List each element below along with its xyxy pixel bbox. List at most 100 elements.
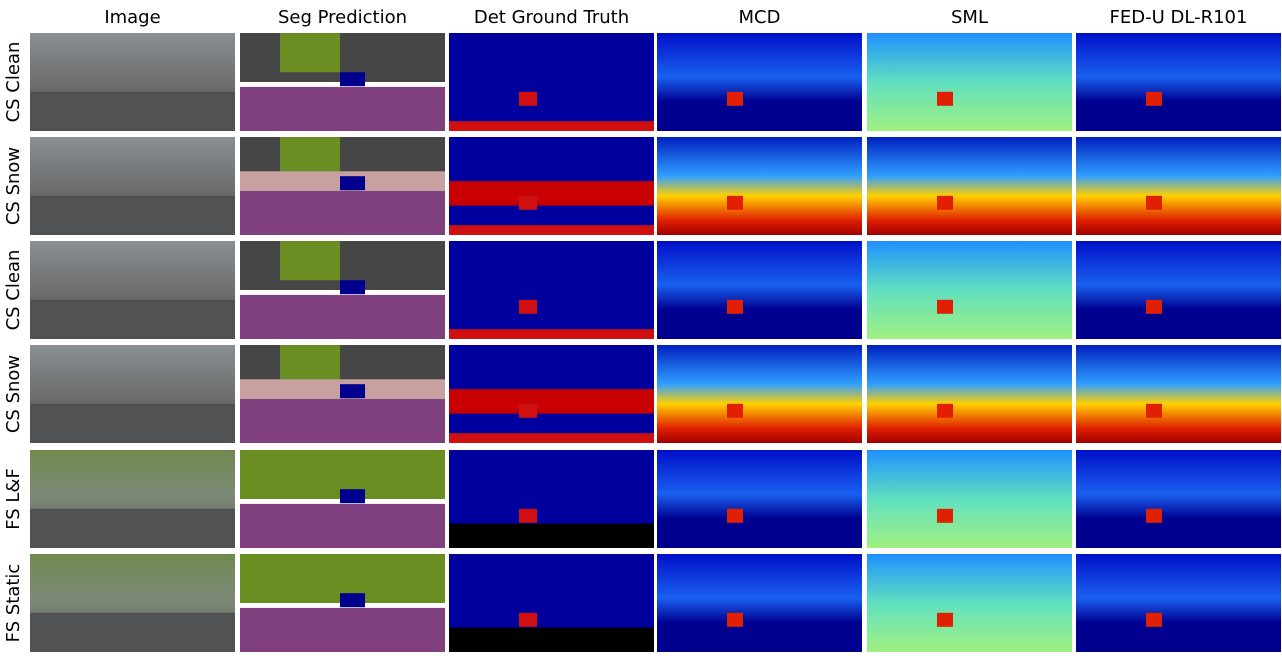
image-cell xyxy=(30,450,235,548)
image-cell xyxy=(240,137,445,235)
image-cell xyxy=(1076,450,1281,548)
det-obj xyxy=(519,92,537,106)
heatmap xyxy=(657,554,862,652)
heat-spot xyxy=(727,92,743,106)
heat-spot xyxy=(937,92,953,106)
det-obj xyxy=(519,196,537,210)
seg-car xyxy=(340,72,365,86)
heat-spot xyxy=(727,300,743,314)
det-ego xyxy=(449,225,654,235)
image-cell xyxy=(867,450,1072,548)
seg-road xyxy=(240,608,445,652)
heat-spot xyxy=(727,404,743,418)
heat-spot xyxy=(937,509,953,523)
det-ood xyxy=(449,181,654,206)
image-cell xyxy=(657,33,862,131)
heatmap xyxy=(657,137,862,235)
heatmap xyxy=(1076,554,1281,652)
image-cell xyxy=(657,450,862,548)
image-cell xyxy=(867,241,1072,339)
image-cell xyxy=(1076,554,1281,652)
image-cell xyxy=(240,345,445,443)
column-header: Image xyxy=(104,7,160,28)
column-header: Det Ground Truth xyxy=(474,7,629,28)
seg-car xyxy=(340,593,365,607)
road xyxy=(30,92,235,131)
road xyxy=(30,196,235,235)
seg-road xyxy=(240,504,445,548)
seg-veg xyxy=(280,241,340,280)
image-cell xyxy=(867,137,1072,235)
seg-car xyxy=(340,489,365,503)
row-label: CS Clean xyxy=(3,250,24,331)
image-cell xyxy=(657,554,862,652)
image-cell xyxy=(1076,241,1281,339)
image-cell xyxy=(449,33,654,131)
seg-road xyxy=(240,191,445,235)
det-obj xyxy=(519,509,537,523)
det-ood xyxy=(449,389,654,414)
image-cell xyxy=(30,554,235,652)
det-bg xyxy=(449,241,654,339)
road xyxy=(30,300,235,339)
heatmap xyxy=(867,345,1072,443)
heatmap xyxy=(1076,33,1281,131)
heat-spot xyxy=(727,196,743,210)
seg-car xyxy=(340,176,365,190)
image-cell xyxy=(240,33,445,131)
heatmap xyxy=(867,33,1072,131)
row-label: FS L&F xyxy=(3,468,24,530)
image-cell xyxy=(240,554,445,652)
figure: ImageSeg PredictionDet Ground TruthMCDSM… xyxy=(0,0,1282,656)
seg-veg xyxy=(280,554,340,593)
det-ego xyxy=(449,433,654,443)
image-cell xyxy=(30,137,235,235)
image-cell xyxy=(1076,33,1281,131)
heat-spot xyxy=(937,300,953,314)
image-cell xyxy=(449,137,654,235)
seg-car xyxy=(340,280,365,294)
heat-spot xyxy=(1146,613,1162,627)
det-void xyxy=(449,524,654,549)
heat-spot xyxy=(727,509,743,523)
seg-veg xyxy=(280,33,340,72)
image-cell xyxy=(657,137,862,235)
heat-spot xyxy=(937,196,953,210)
heat-spot xyxy=(1146,196,1162,210)
seg-veg xyxy=(280,450,340,489)
det-obj xyxy=(519,404,537,418)
heat-spot xyxy=(1146,509,1162,523)
heatmap xyxy=(867,137,1072,235)
image-cell xyxy=(657,345,862,443)
image-cell xyxy=(867,554,1072,652)
image-cell xyxy=(449,450,654,548)
column-header: SML xyxy=(951,7,988,28)
image-cell xyxy=(657,241,862,339)
heatmap xyxy=(657,450,862,548)
image-cell xyxy=(1076,137,1281,235)
heatmap xyxy=(657,33,862,131)
det-bg xyxy=(449,33,654,131)
image-cell xyxy=(30,33,235,131)
heatmap xyxy=(657,241,862,339)
row-label: CS Clean xyxy=(3,42,24,123)
heat-spot xyxy=(727,613,743,627)
heat-spot xyxy=(1146,92,1162,106)
column-header: MCD xyxy=(739,7,781,28)
heatmap xyxy=(1076,241,1281,339)
det-void xyxy=(449,628,654,653)
seg-road xyxy=(240,399,445,443)
image-cell xyxy=(867,33,1072,131)
heatmap xyxy=(867,450,1072,548)
column-header: FED-U DL-R101 xyxy=(1110,7,1248,28)
det-ego xyxy=(449,329,654,339)
heat-spot xyxy=(937,404,953,418)
heatmap xyxy=(867,554,1072,652)
heat-spot xyxy=(937,613,953,627)
row-label: FS Static xyxy=(3,564,24,643)
image-cell xyxy=(449,241,654,339)
image-cell xyxy=(240,450,445,548)
road xyxy=(30,404,235,443)
heatmap xyxy=(657,345,862,443)
image-cell xyxy=(867,345,1072,443)
